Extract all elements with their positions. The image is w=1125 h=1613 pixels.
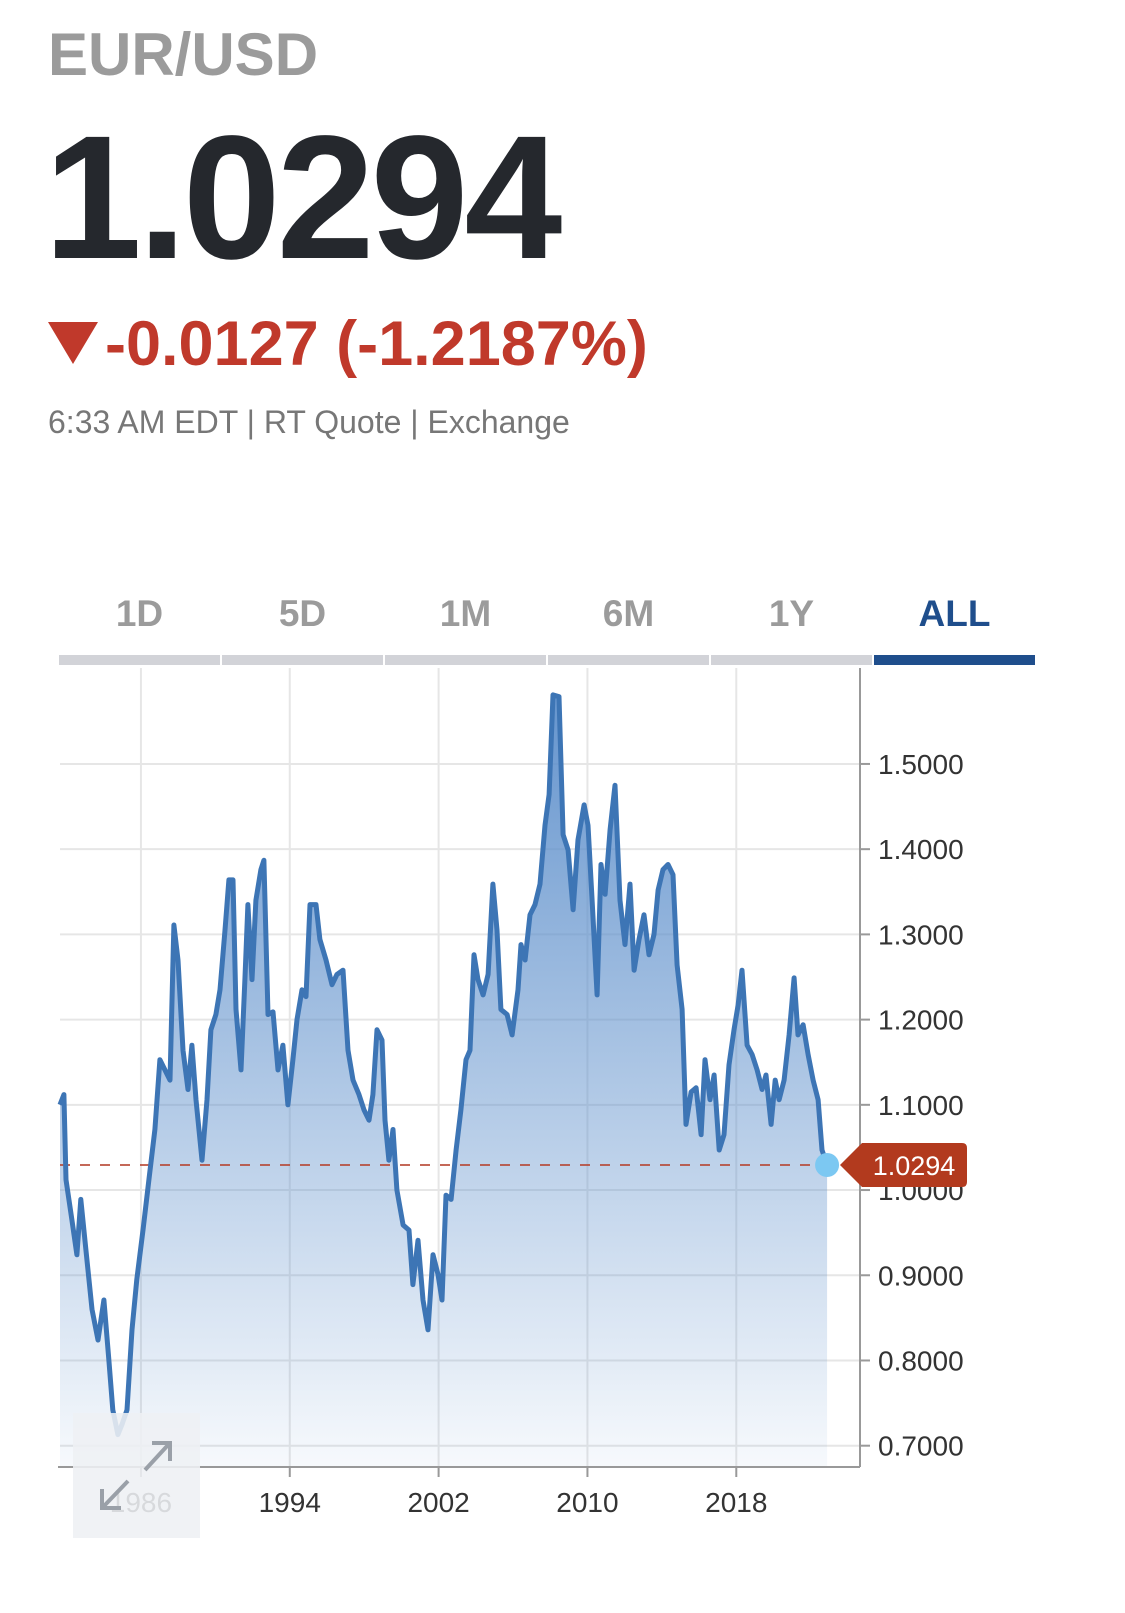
y-tick-label: 0.9000: [878, 1260, 964, 1291]
tab-underline[interactable]: [385, 655, 546, 665]
x-tick-label: 2002: [407, 1487, 469, 1518]
tab-underline[interactable]: [711, 655, 872, 665]
x-tick-label: 2010: [556, 1487, 618, 1518]
expand-button[interactable]: [73, 1413, 200, 1538]
expand-bg[interactable]: [73, 1413, 200, 1538]
symbol: EUR/USD: [48, 21, 318, 88]
x-tick-label: 2018: [705, 1487, 767, 1518]
x-tick-label: 1994: [259, 1487, 321, 1518]
y-tick-label: 0.8000: [878, 1345, 964, 1376]
change: -0.0127 (-1.2187%): [105, 309, 648, 379]
tab-underline[interactable]: [874, 655, 1035, 665]
y-tick-label: 1.4000: [878, 834, 964, 865]
y-tick-label: 1.3000: [878, 919, 964, 950]
tab[interactable]: 6M: [603, 593, 654, 634]
price-badge-label: 1.0294: [873, 1151, 956, 1181]
chart: 0.70000.80000.90001.00001.10001.20001.30…: [57, 668, 967, 1518]
tab[interactable]: 5D: [279, 593, 326, 634]
last-point: [815, 1152, 840, 1177]
tab-underline[interactable]: [548, 655, 709, 665]
tab[interactable]: 1D: [116, 593, 163, 634]
tab[interactable]: 1M: [440, 593, 491, 634]
y-tick-label: 1.5000: [878, 749, 964, 780]
quote-meta: 6:33 AM EDT | RT Quote | Exchange: [48, 404, 570, 440]
y-tick-label: 1.1000: [878, 1090, 964, 1121]
price-line: [57, 692, 830, 1438]
tab-underline[interactable]: [222, 655, 383, 665]
price-badge: [840, 1142, 967, 1187]
y-tick-label: 1.2000: [878, 1005, 964, 1036]
down-arrow: [48, 322, 98, 364]
tab-underline[interactable]: [59, 655, 220, 665]
tab[interactable]: ALL: [919, 593, 991, 634]
expand-icon[interactable]: [100, 1441, 172, 1510]
price: 1.0294: [44, 100, 561, 296]
area-fill: [60, 694, 828, 1467]
tab[interactable]: 1Y: [769, 593, 815, 634]
tab-bar: 1D 5D 1M 6M 1Y ALL: [59, 593, 1035, 665]
y-tick-label: 0.7000: [878, 1431, 964, 1462]
